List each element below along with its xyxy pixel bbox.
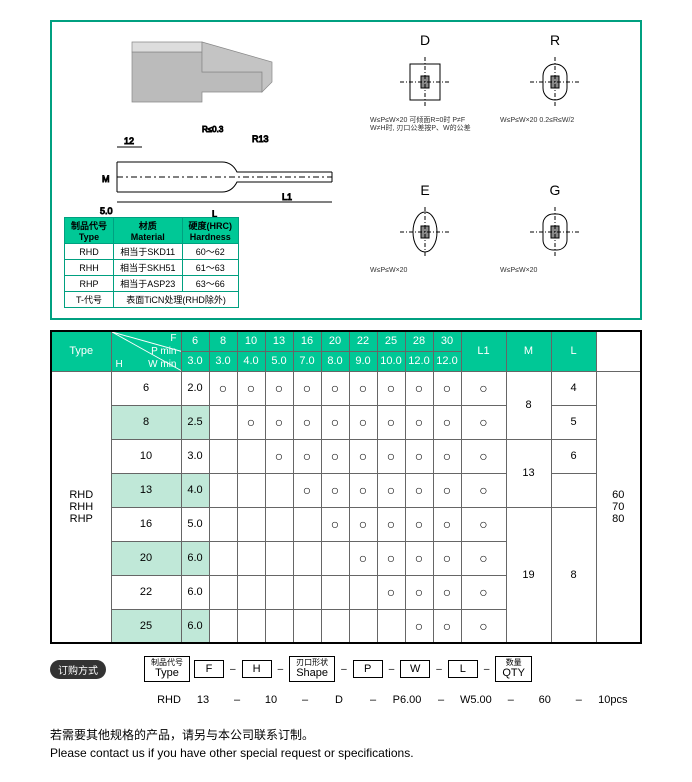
dim-r03: R≤0.3 [202, 125, 224, 134]
col-l1: L1 [461, 331, 506, 371]
part-drawing: 12 R≤0.3 R13 M 5.0 L L1 [72, 32, 352, 232]
order-badge: 订购方式 [50, 660, 106, 679]
order-example: RHD13–10–D–P6.00–W5.00–60–10pcs [50, 694, 642, 706]
shape-g-label: G [500, 182, 610, 198]
main-spec-table: Type F P min W min H 681013162022252830L… [50, 330, 642, 644]
shape-e-label: E [370, 182, 480, 198]
dim-r13: R13 [252, 134, 269, 144]
col-l: L [551, 331, 596, 371]
table-row: 82.5○○○○○○○○○5 [51, 405, 641, 439]
footer-note: 若需要其他规格的产品，请另与本公司联系订制。 Please contact us… [50, 726, 642, 762]
diagram-panel: 12 R≤0.3 R13 M 5.0 L L1 制品代号Type 材质Mater… [50, 20, 642, 320]
col-type: Type [51, 331, 111, 371]
order-format: 订购方式 制品代号Type F – H – 刃口形状Shape – P – W … [50, 656, 642, 682]
spec-table: 制品代号Type 材质Material 硬度(HRC)Hardness RHD相… [64, 217, 239, 308]
shape-r-label: R [500, 32, 610, 48]
table-row: 165.0○○○○○○198 [51, 507, 641, 541]
shape-diagrams: D W≤P≤W×20 可倾面R=0时 P≠F W≠H时, 刃口公差按P、W的公差… [360, 32, 620, 292]
table-row: 103.0○○○○○○○○136 [51, 439, 641, 473]
table-row: 134.0○○○○○○○ [51, 473, 641, 507]
shape-d-label: D [370, 32, 480, 48]
table-row: RHDRHHRHP62.0○○○○○○○○○○84607080 [51, 371, 641, 405]
svg-text:5.0: 5.0 [100, 206, 113, 216]
dim-l1: L1 [282, 192, 292, 202]
dim-m: M [102, 174, 110, 184]
col-m: M [506, 331, 551, 371]
dim-12: 12 [124, 136, 134, 146]
